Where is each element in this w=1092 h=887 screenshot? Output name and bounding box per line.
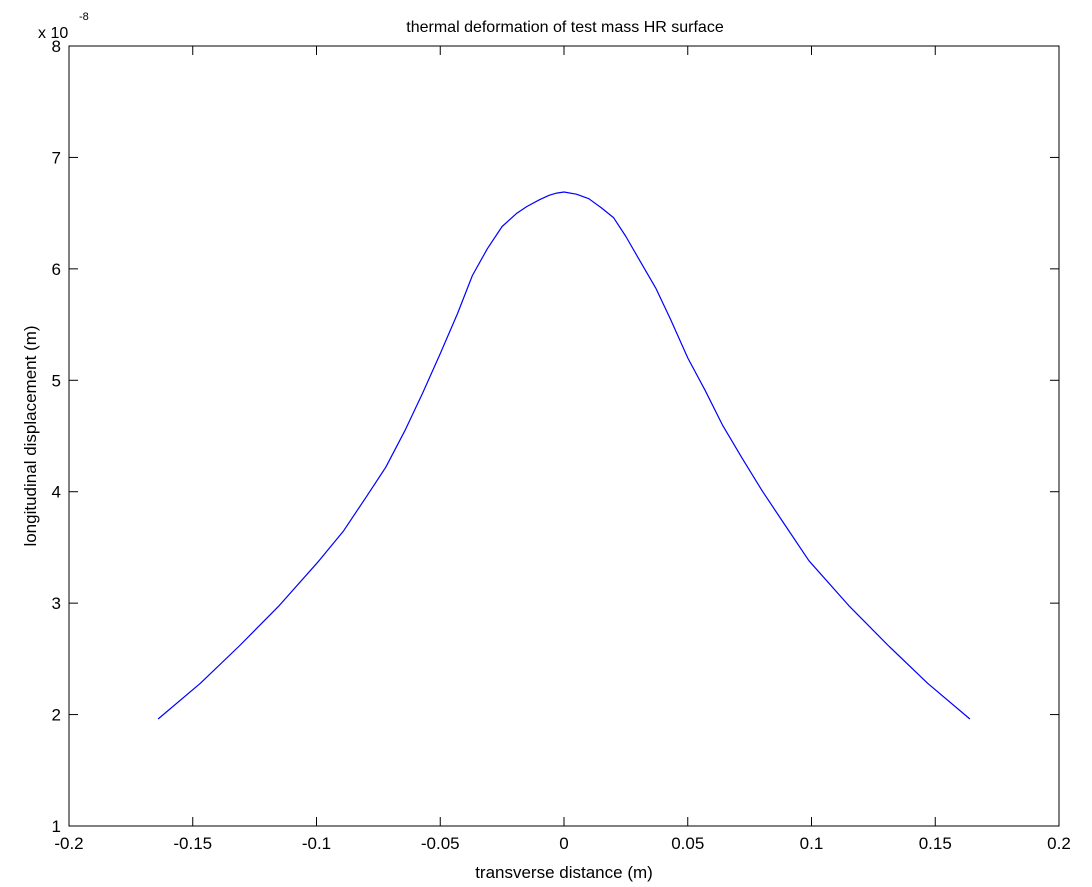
x-tick-label: -0.1 xyxy=(302,834,331,853)
x-axis-ticks: -0.2 -0.15 -0.1 -0.05 0 0.05 0.1 0.15 0.2 xyxy=(54,46,1071,853)
y-axis-label: longitudinal displacement (m) xyxy=(21,325,40,546)
x-axis-label: transverse distance (m) xyxy=(475,863,653,882)
y-tick-label: 5 xyxy=(52,371,61,390)
y-tick-label: 7 xyxy=(52,148,61,167)
x-tick-label: 0.05 xyxy=(671,834,704,853)
plot-lines xyxy=(157,191,971,720)
y-tick-label: 2 xyxy=(52,706,61,725)
y-tick-label: 4 xyxy=(52,483,61,502)
x-tick-label: 0.15 xyxy=(919,834,952,853)
y-axis-multiplier: x 10 xyxy=(38,25,68,42)
x-tick-label: 0.1 xyxy=(800,834,824,853)
x-tick-label: -0.05 xyxy=(421,834,460,853)
x-tick-label: -0.2 xyxy=(54,834,83,853)
y-tick-label: 1 xyxy=(52,817,61,836)
plot-area-border xyxy=(68,45,1060,827)
y-tick-label: 3 xyxy=(52,594,61,613)
y-tick-label: 8 xyxy=(52,37,61,56)
y-axis-ticks: 1 2 3 4 5 6 7 8 xyxy=(52,37,1059,836)
chart-title: thermal deformation of test mass HR surf… xyxy=(406,19,724,36)
x-tick-label: 0 xyxy=(559,834,568,853)
series-line xyxy=(157,191,971,720)
x-tick-label: -0.15 xyxy=(173,834,212,853)
y-axis-multiplier-exponent: -8 xyxy=(79,11,89,23)
y-tick-label: 6 xyxy=(52,260,61,279)
x-tick-label: 0.2 xyxy=(1047,834,1071,853)
